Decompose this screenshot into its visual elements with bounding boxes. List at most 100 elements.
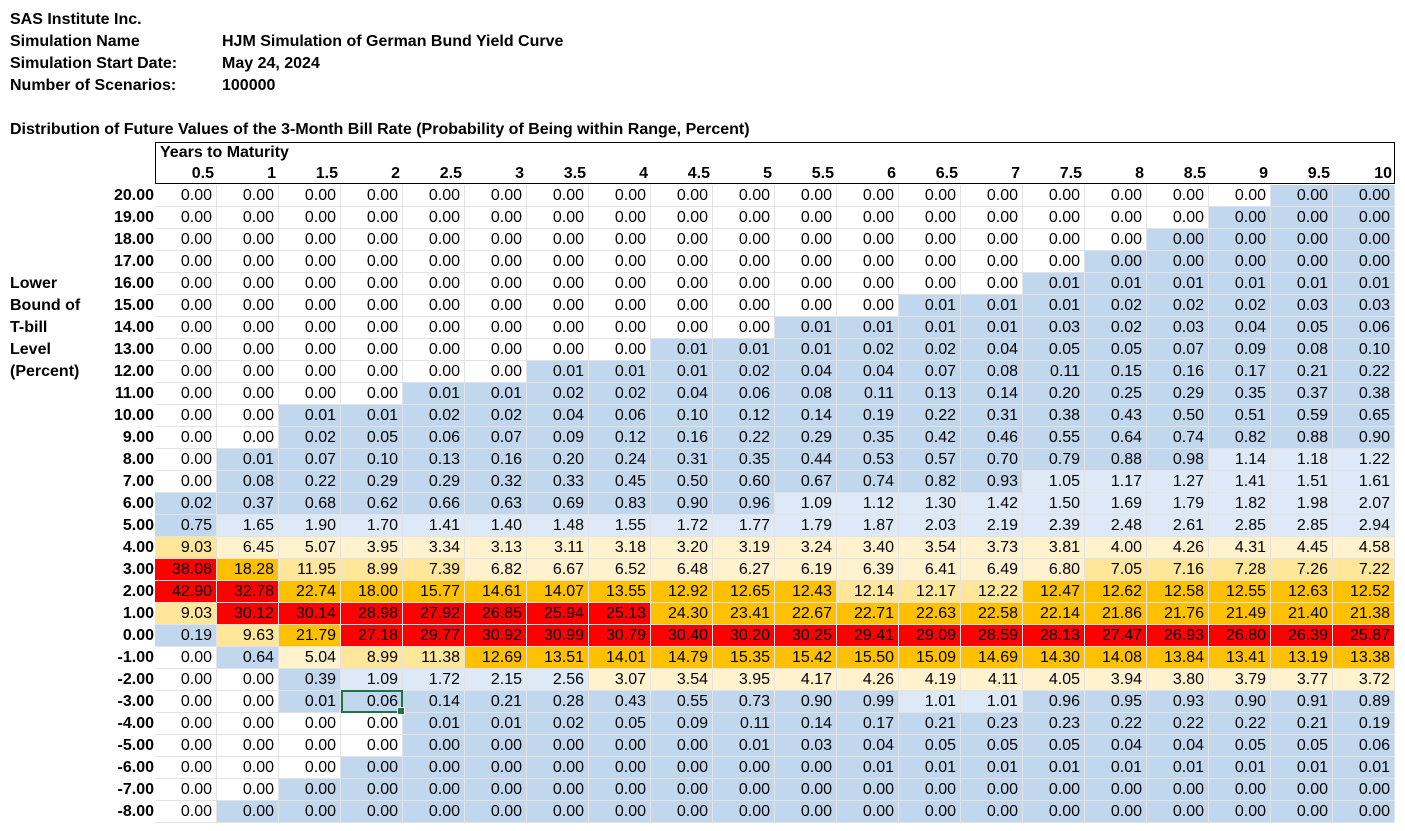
table-cell[interactable]: 7.26: [1271, 559, 1333, 581]
table-cell[interactable]: 0.01: [713, 735, 775, 757]
row-label[interactable]: 12.00: [113, 363, 154, 380]
table-cell[interactable]: 15.50: [837, 647, 899, 669]
table-cell[interactable]: 0.00: [155, 317, 217, 339]
table-cell[interactable]: 0.00: [279, 383, 341, 405]
table-cell[interactable]: 0.06: [589, 405, 651, 427]
table-cell[interactable]: 0.00: [713, 273, 775, 295]
table-cell[interactable]: 0.00: [155, 691, 217, 713]
column-header[interactable]: 4.5: [687, 165, 710, 182]
table-cell[interactable]: 0.14: [961, 383, 1023, 405]
table-cell[interactable]: 3.18: [589, 537, 651, 559]
table-cell[interactable]: 0.00: [651, 207, 713, 229]
table-cell[interactable]: 2.56: [527, 669, 589, 691]
table-cell[interactable]: 0.00: [341, 713, 403, 735]
table-cell[interactable]: 0.88: [1271, 427, 1333, 449]
table-cell[interactable]: 0.00: [217, 691, 279, 713]
table-cell[interactable]: 1.41: [1209, 471, 1271, 493]
table-cell[interactable]: 0.00: [1147, 207, 1209, 229]
table-cell[interactable]: 0.00: [899, 229, 961, 251]
table-cell[interactable]: 0.01: [589, 361, 651, 383]
table-cell[interactable]: 26.80: [1209, 625, 1271, 647]
row-label[interactable]: -2.00: [117, 671, 154, 688]
table-cell[interactable]: 3.13: [465, 537, 527, 559]
table-cell[interactable]: 0.01: [1085, 757, 1147, 779]
table-cell[interactable]: 4.00: [1085, 537, 1147, 559]
table-cell[interactable]: 29.09: [899, 625, 961, 647]
table-cell[interactable]: 6.45: [217, 537, 279, 559]
table-cell[interactable]: 0.00: [589, 317, 651, 339]
table-cell[interactable]: 18.28: [217, 559, 279, 581]
table-cell[interactable]: 0.91: [1271, 691, 1333, 713]
table-cell[interactable]: 0.01: [1333, 757, 1395, 779]
table-cell[interactable]: 0.00: [589, 273, 651, 295]
table-cell[interactable]: 0.02: [527, 713, 589, 735]
table-cell[interactable]: 0.02: [1085, 295, 1147, 317]
table-cell[interactable]: 0.00: [217, 185, 279, 207]
table-cell[interactable]: 0.19: [155, 625, 217, 647]
table-cell[interactable]: 1.42: [961, 493, 1023, 515]
table-cell[interactable]: 2.85: [1271, 515, 1333, 537]
table-cell[interactable]: 0.28: [527, 691, 589, 713]
column-header[interactable]: 4: [639, 165, 648, 182]
years-to-maturity-header[interactable]: Years to Maturity: [155, 142, 1395, 162]
table-cell[interactable]: 0.70: [961, 449, 1023, 471]
table-cell[interactable]: 0.00: [651, 229, 713, 251]
row-label[interactable]: 20.00: [113, 187, 154, 204]
table-cell[interactable]: 0.01: [651, 339, 713, 361]
table-cell[interactable]: 1.70: [341, 515, 403, 537]
table-cell[interactable]: 0.01: [1271, 757, 1333, 779]
table-cell[interactable]: 6.27: [713, 559, 775, 581]
table-cell[interactable]: 0.01: [403, 713, 465, 735]
table-cell[interactable]: 0.12: [713, 405, 775, 427]
table-cell[interactable]: 0.05: [1209, 735, 1271, 757]
table-cell[interactable]: 18.00: [341, 581, 403, 603]
row-label[interactable]: 0.00: [122, 627, 154, 644]
table-cell[interactable]: 14.08: [1085, 647, 1147, 669]
table-cell[interactable]: 1.40: [465, 515, 527, 537]
table-cell[interactable]: 12.55: [1209, 581, 1271, 603]
table-cell[interactable]: 0.00: [155, 295, 217, 317]
table-cell[interactable]: 0.04: [527, 405, 589, 427]
table-cell[interactable]: 0.00: [403, 229, 465, 251]
table-cell[interactable]: 0.03: [1023, 317, 1085, 339]
table-cell[interactable]: 0.00: [279, 735, 341, 757]
table-cell[interactable]: 0.20: [527, 449, 589, 471]
table-cell[interactable]: 6.80: [1023, 559, 1085, 581]
table-cell[interactable]: 30.79: [589, 625, 651, 647]
table-cell[interactable]: 2.48: [1085, 515, 1147, 537]
table-cell[interactable]: 12.47: [1023, 581, 1085, 603]
table-cell[interactable]: 0.00: [651, 251, 713, 273]
table-cell[interactable]: 6.82: [465, 559, 527, 581]
table-cell[interactable]: 3.94: [1085, 669, 1147, 691]
table-cell[interactable]: 0.00: [527, 207, 589, 229]
table-cell[interactable]: 13.55: [589, 581, 651, 603]
table-cell[interactable]: 12.63: [1271, 581, 1333, 603]
table-cell[interactable]: 7.16: [1147, 559, 1209, 581]
table-cell[interactable]: 2.61: [1147, 515, 1209, 537]
table-cell[interactable]: 0.00: [279, 713, 341, 735]
table-cell[interactable]: 0.00: [837, 207, 899, 229]
table-cell[interactable]: 0.00: [527, 273, 589, 295]
table-cell[interactable]: 0.08: [1271, 339, 1333, 361]
table-cell[interactable]: 21.38: [1333, 603, 1395, 625]
table-cell[interactable]: 0.62: [341, 493, 403, 515]
row-label[interactable]: 17.00: [113, 253, 154, 270]
table-cell[interactable]: 0.00: [465, 757, 527, 779]
table-cell[interactable]: 22.58: [961, 603, 1023, 625]
row-label[interactable]: 14.00: [113, 319, 154, 336]
table-cell[interactable]: 0.00: [155, 669, 217, 691]
table-cell[interactable]: 0.00: [837, 185, 899, 207]
table-cell[interactable]: 0.00: [341, 779, 403, 801]
table-cell[interactable]: 0.53: [837, 449, 899, 471]
row-label[interactable]: -5.00: [117, 737, 154, 754]
table-cell[interactable]: 7.05: [1085, 559, 1147, 581]
row-label[interactable]: 16.00: [113, 275, 154, 292]
row-label[interactable]: 2.00: [122, 583, 154, 600]
row-label[interactable]: 9.00: [122, 429, 154, 446]
table-cell[interactable]: 0.00: [403, 339, 465, 361]
table-cell[interactable]: 1.65: [217, 515, 279, 537]
table-cell[interactable]: 0.01: [837, 317, 899, 339]
table-cell[interactable]: 0.31: [961, 405, 1023, 427]
column-header[interactable]: 1: [267, 165, 276, 182]
table-cell[interactable]: 3.07: [589, 669, 651, 691]
